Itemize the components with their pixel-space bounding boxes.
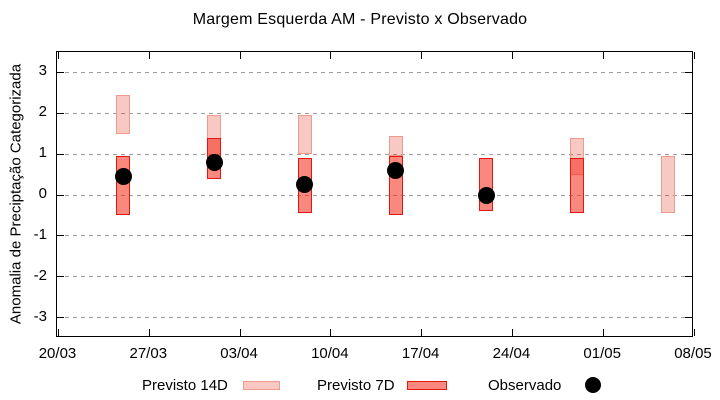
legend-label-observado: Observado [488, 377, 562, 394]
observado-point [387, 161, 405, 179]
y-tick-mark [57, 317, 64, 319]
y-tick-label: -2 [33, 266, 47, 284]
previsto-14d-box [388, 135, 403, 157]
y-tick-mark [685, 71, 692, 73]
x-tick-mark [602, 329, 604, 336]
previsto-14d-box [661, 156, 676, 214]
x-tick-mark [602, 52, 604, 59]
observado-point [114, 168, 132, 186]
y-tick-mark [57, 235, 64, 237]
y-tick-mark [57, 276, 64, 278]
x-tick-mark [239, 329, 241, 336]
x-tick-label: 27/03 [129, 345, 168, 362]
x-tick-mark [421, 52, 423, 59]
x-tick-label: 20/03 [38, 345, 77, 362]
x-tick-mark [148, 52, 150, 59]
chart-title: Margem Esquerda AM - Previsto x Observad… [192, 11, 528, 28]
x-tick-mark [330, 329, 332, 336]
x-tick-label: 08/05 [674, 345, 712, 362]
x-tick-mark [421, 329, 423, 336]
x-tick-label: 01/05 [583, 345, 621, 362]
x-tick-mark [58, 329, 59, 336]
legend-label-previsto-14d: Previsto 14D [142, 377, 228, 394]
y-tick-mark [57, 194, 64, 196]
observado-point [205, 153, 223, 171]
y-tick-mark [57, 71, 64, 73]
y-tick-label: 1 [38, 144, 47, 162]
gridline [57, 235, 692, 237]
legend-marker-observado [585, 377, 601, 393]
y-tick-label: 2 [38, 103, 47, 121]
previsto-14d-box [297, 115, 312, 155]
legend-label-previsto-7d: Previsto 7D [317, 377, 395, 394]
observado-point [296, 176, 314, 194]
gridline [57, 317, 692, 319]
x-tick-mark [239, 52, 241, 59]
y-tick-mark [685, 153, 692, 155]
y-tick-mark [685, 276, 692, 278]
x-tick-label: 24/04 [492, 345, 531, 362]
x-tick-mark [58, 52, 59, 59]
gridline [57, 194, 692, 196]
y-tick-label: -1 [33, 225, 47, 243]
y-tick-label: -3 [33, 307, 47, 325]
x-tick-mark [511, 329, 513, 336]
x-tick-mark [330, 52, 332, 59]
previsto-7d-box [116, 156, 131, 216]
gridline [57, 71, 692, 73]
observado-point [477, 187, 495, 205]
x-tick-mark [693, 52, 695, 59]
y-tick-label: 3 [38, 62, 47, 80]
previsto-7d-box [570, 158, 585, 214]
y-tick-mark [685, 112, 692, 114]
previsto-14d-box [116, 94, 131, 134]
legend-swatch-previsto-14d [243, 381, 280, 390]
x-tick-label: 17/04 [401, 345, 440, 362]
gridline [57, 276, 692, 278]
y-tick-mark [685, 194, 692, 196]
x-tick-mark [511, 52, 513, 59]
y-tick-mark [685, 235, 692, 237]
y-tick-label: 0 [38, 185, 47, 202]
x-tick-mark [693, 329, 695, 336]
x-tick-label: 03/04 [220, 345, 258, 362]
y-tick-mark [57, 153, 64, 155]
legend-swatch-previsto-7d [407, 381, 447, 390]
y-tick-mark [685, 317, 692, 319]
x-tick-label: 10/04 [311, 345, 349, 362]
gridline [57, 112, 692, 114]
y-tick-mark [57, 112, 64, 114]
x-tick-mark [148, 329, 150, 336]
gridline [57, 153, 692, 155]
plot-area [56, 51, 695, 337]
